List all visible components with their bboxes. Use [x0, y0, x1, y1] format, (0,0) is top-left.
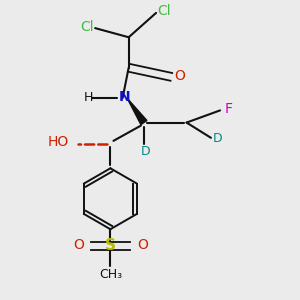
Text: O: O [174, 69, 185, 83]
Text: F: F [225, 103, 232, 116]
Text: CH₃: CH₃ [99, 268, 122, 281]
Text: O: O [137, 238, 148, 252]
Text: N: N [118, 90, 130, 104]
Text: HO: HO [48, 135, 69, 149]
Text: S: S [105, 238, 116, 253]
Text: Cl: Cl [157, 4, 170, 18]
Text: O: O [73, 238, 84, 252]
Text: D: D [213, 132, 223, 145]
Text: Cl: Cl [80, 20, 93, 34]
Text: D: D [141, 145, 150, 158]
Polygon shape [127, 98, 147, 124]
Text: H: H [84, 91, 93, 104]
